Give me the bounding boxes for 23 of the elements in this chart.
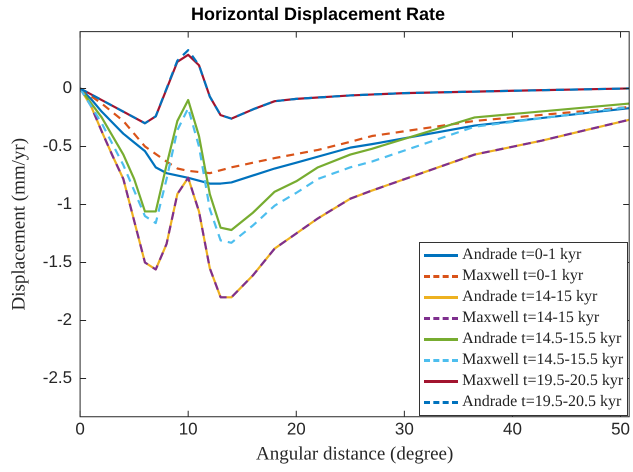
- x-tick-label: 30: [394, 420, 414, 439]
- y-tick-label: -1: [56, 194, 72, 214]
- legend-label: Maxwell t=0-1 kyr: [462, 267, 584, 286]
- y-axis-title: Displacement (mm/yr): [8, 138, 30, 310]
- y-tick-label: -0.5: [42, 136, 72, 156]
- legend-label: Andrade t=19.5-20.5 kyr: [462, 393, 622, 412]
- x-tick-label: 40: [502, 420, 522, 439]
- legend-label: Maxwell t=14-15 kyr: [462, 309, 600, 328]
- y-tick-label: -2.5: [42, 368, 72, 388]
- chart-title: Horizontal Displacement Rate: [190, 4, 446, 24]
- legend-label: Andrade t=0-1 kyr: [462, 246, 582, 264]
- x-tick-label: 20: [286, 420, 306, 439]
- x-axis-title: Angular distance (degree): [256, 444, 454, 465]
- y-tick-label: 0: [62, 78, 72, 98]
- x-tick-label: 10: [178, 420, 198, 439]
- legend-label: Andrade t=14.5-15.5 kyr: [462, 330, 622, 348]
- legend-label: Maxwell t=19.5-20.5 kyr: [462, 372, 624, 390]
- y-tick-label: -2: [56, 310, 72, 330]
- y-tick-label: -1.5: [42, 252, 72, 272]
- legend-label: Andrade t=14-15 kyr: [462, 288, 598, 306]
- x-tick-label: 0: [75, 420, 85, 439]
- x-tick-label: 50: [611, 420, 630, 439]
- legend-label: Maxwell t=14.5-15.5 kyr: [462, 351, 624, 370]
